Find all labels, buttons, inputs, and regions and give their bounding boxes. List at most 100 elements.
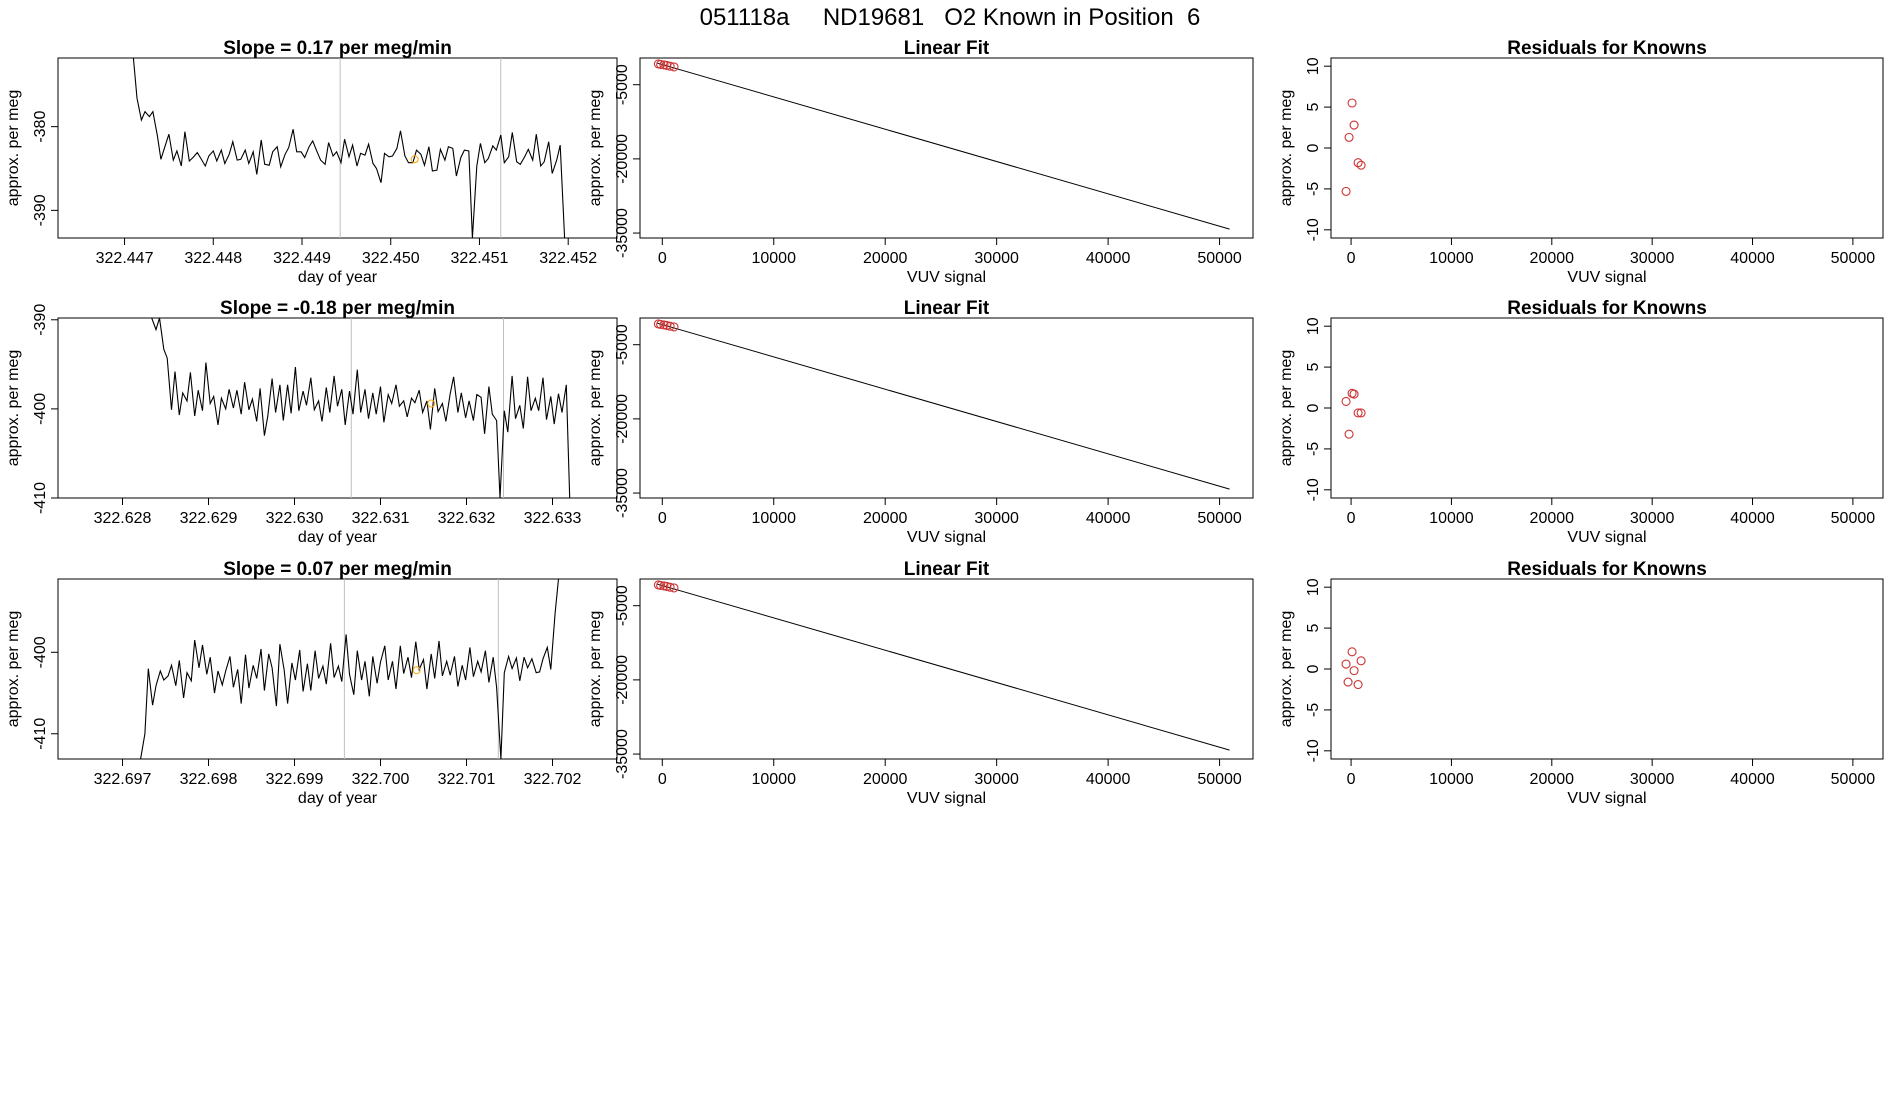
data-point: [1353, 408, 1363, 418]
x-tick-label: 322.450: [362, 250, 420, 267]
data-point: [1349, 120, 1359, 130]
x-tick-label: 10000: [751, 510, 796, 527]
data-point: [1341, 396, 1351, 407]
y-tick-label: -400: [32, 393, 49, 425]
y-tick-label: -20000: [614, 655, 631, 705]
y-tick-label: 10: [1305, 317, 1322, 335]
x-tick-label: 10000: [751, 250, 796, 267]
plot-frame: [57, 578, 618, 760]
y-tick-label: -5000: [614, 324, 631, 365]
data-point: [1356, 408, 1366, 418]
y-tick-label: 5: [1305, 624, 1322, 633]
y-tick-label: -5: [1305, 703, 1322, 717]
plot-frame: [1330, 578, 1884, 760]
x-axis-label: day of year: [298, 529, 378, 546]
x-tick-label: 322.447: [96, 250, 154, 267]
plot-frame: [639, 317, 1254, 499]
fit-line: [656, 583, 1230, 751]
data-point: [1356, 656, 1366, 666]
x-tick-label: 10000: [1429, 510, 1474, 527]
y-tick-label: -10: [1305, 739, 1322, 762]
data-point: [1349, 666, 1359, 676]
y-axis-label: approx. per meg: [5, 90, 22, 207]
y-tick-label: 10: [1305, 57, 1322, 75]
x-tick-label: 30000: [1630, 250, 1675, 267]
data-point: [1353, 679, 1363, 690]
data-point: [656, 319, 666, 329]
x-tick-label: 40000: [1086, 510, 1131, 527]
x-tick-label: 0: [1347, 510, 1356, 527]
y-tick-label: -5000: [614, 64, 631, 105]
y-axis-label: approx. per meg: [5, 611, 22, 728]
data-point: [1341, 186, 1351, 196]
panel-timeseries-row2: Slope = -0.18 per meg/min 322.628 322.629 3…: [5, 298, 618, 546]
plot-title: Linear Fit: [904, 298, 990, 319]
plot-area: [1341, 388, 1366, 439]
x-tick-label: 322.698: [180, 771, 238, 788]
plot-title: Linear Fit: [904, 559, 990, 580]
x-tick-label: 40000: [1730, 250, 1775, 267]
plot-area: [653, 580, 1230, 751]
plot-title: Residuals for Knowns: [1507, 298, 1707, 319]
x-tick-label: 322.633: [524, 510, 582, 527]
data-point: [669, 62, 679, 72]
panel-residuals-row2: Residuals for Knowns 0 10000 20000 30000 4000…: [1278, 298, 1884, 546]
plot-title: Slope = 0.17 per meg/min: [223, 38, 452, 59]
x-tick-label: 322.630: [266, 510, 324, 527]
x-axis-label: VUV signal: [907, 529, 986, 546]
x-tick-label: 0: [658, 771, 667, 788]
y-axis-label: approx. per meg: [5, 350, 22, 467]
x-tick-label: 20000: [1530, 250, 1575, 267]
y-axis-label: approx. per meg: [587, 350, 604, 467]
panel-residuals-row3: Residuals for Knowns 0 10000 20000 30000 4000…: [1278, 559, 1884, 807]
x-tick-label: 50000: [1831, 250, 1876, 267]
plot-frame: [1330, 57, 1884, 239]
x-tick-label: 20000: [863, 250, 908, 267]
x-tick-label: 40000: [1730, 510, 1775, 527]
y-tick-label: 5: [1305, 363, 1322, 372]
x-tick-label: 322.449: [273, 250, 331, 267]
y-axis-label: approx. per meg: [587, 611, 604, 728]
x-tick-label: 322.451: [451, 250, 509, 267]
panel-fit-row2: Linear Fit 0 10000 20000 30000 40000 50000 VUV …: [587, 298, 1254, 546]
panel-timeseries-row3: Slope = 0.07 per meg/min 322.697 322.698 32…: [5, 559, 618, 807]
x-tick-label: 322.702: [524, 771, 582, 788]
data-point: [656, 59, 666, 69]
y-tick-label: -5: [1305, 442, 1322, 456]
x-tick-label: 40000: [1086, 250, 1131, 267]
x-tick-label: 10000: [1429, 771, 1474, 788]
data-point: [1344, 132, 1354, 142]
x-tick-label: 20000: [1530, 510, 1575, 527]
plot-frame: [57, 57, 618, 239]
x-tick-label: 30000: [1630, 510, 1675, 527]
x-tick-label: 10000: [1429, 250, 1474, 267]
y-tick-label: -390: [32, 304, 49, 336]
x-tick-label: 0: [658, 250, 667, 267]
x-tick-label: 50000: [1197, 250, 1242, 267]
y-tick-label: 10: [1305, 578, 1322, 596]
plot-title: Residuals for Knowns: [1507, 38, 1707, 59]
y-tick-label: 0: [1305, 403, 1322, 412]
y-tick-label: -35000: [614, 468, 631, 518]
x-tick-label: 40000: [1086, 771, 1131, 788]
plot-title: Slope = 0.07 per meg/min: [223, 559, 452, 580]
y-tick-label: -410: [32, 482, 49, 514]
data-point: [669, 322, 679, 332]
x-tick-label: 322.452: [539, 250, 597, 267]
x-tick-label: 322.701: [438, 771, 496, 788]
plot-area: [653, 59, 1230, 230]
panel-fit-row3: Linear Fit 0 10000 20000 30000 40000 50000 VUV …: [587, 559, 1254, 807]
y-tick-label: -410: [32, 718, 49, 750]
y-tick-label: 0: [1305, 664, 1322, 673]
x-tick-label: 10000: [751, 771, 796, 788]
y-tick-label: -20000: [614, 134, 631, 184]
x-tick-label: 0: [1347, 771, 1356, 788]
plot-frame: [639, 57, 1254, 239]
x-axis-label: VUV signal: [907, 269, 986, 286]
x-axis-label: day of year: [298, 269, 378, 286]
x-tick-label: 322.628: [94, 510, 152, 527]
data-point: [1347, 98, 1357, 108]
data-point: [1343, 677, 1353, 687]
data-point: [656, 580, 666, 590]
